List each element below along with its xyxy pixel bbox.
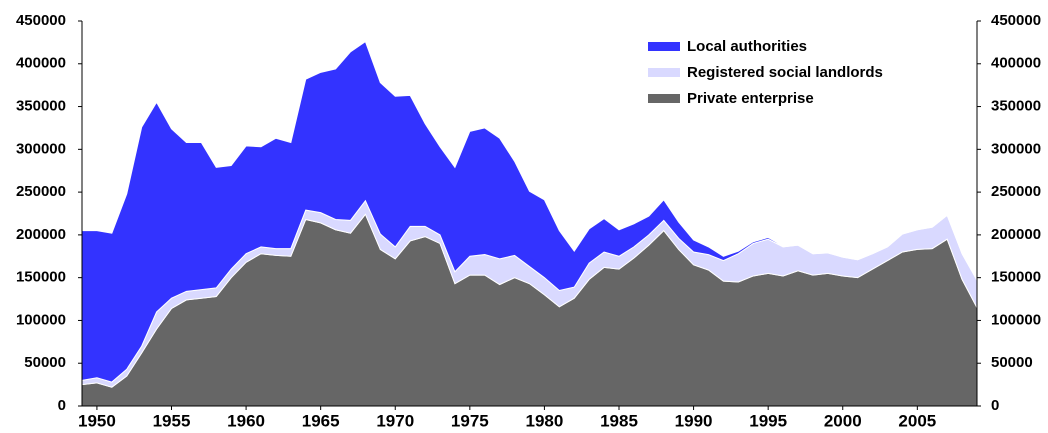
y-tick-label: 300000 [16, 140, 66, 157]
y2-tick-label: 50000 [991, 354, 1033, 371]
area [81, 40, 978, 383]
y-tick-label: 250000 [16, 183, 66, 200]
y2-tick-label: 450000 [991, 12, 1041, 29]
y-tick-label: 100000 [16, 311, 66, 328]
x-tick-label: 1955 [153, 411, 191, 430]
y-tick-label: 150000 [16, 269, 66, 286]
x-tick-label: 1985 [600, 411, 638, 430]
y-tick-label: 200000 [16, 226, 66, 243]
legend-swatch [648, 94, 680, 103]
legend-label: Registered social landlords [687, 64, 883, 81]
legend-swatch [648, 42, 680, 51]
y2-tick-label: 350000 [991, 98, 1041, 115]
y2-tick-label: 100000 [991, 311, 1041, 328]
y-tick-label: 50000 [24, 354, 66, 371]
legend-label: Local authorities [687, 38, 807, 55]
x-tick-label: 1975 [451, 411, 489, 430]
x-tick-label: 1980 [526, 411, 564, 430]
legend-label: Private enterprise [687, 90, 814, 107]
y-tick-label: 450000 [16, 12, 66, 29]
x-tick-label: 2000 [824, 411, 862, 430]
legend-swatch [648, 68, 680, 77]
y2-tick-label: 300000 [991, 140, 1041, 157]
y-tick-label: 0 [58, 397, 66, 414]
x-tick-label: 1990 [675, 411, 713, 430]
x-tick-label: 1970 [376, 411, 414, 430]
y2-tick-label: 250000 [991, 183, 1041, 200]
x-tick-label: 1995 [749, 411, 787, 430]
y2-tick-label: 0 [991, 397, 999, 414]
y-tick-label: 400000 [16, 55, 66, 72]
y-tick-label: 350000 [16, 98, 66, 115]
y2-tick-label: 150000 [991, 269, 1041, 286]
x-tick-label: 1960 [227, 411, 265, 430]
y2-tick-label: 200000 [991, 226, 1041, 243]
x-tick-label: 1965 [302, 411, 340, 430]
x-tick-label: 2005 [898, 411, 936, 430]
y2-tick-label: 400000 [991, 55, 1041, 72]
x-tick-label: 1950 [78, 411, 116, 430]
